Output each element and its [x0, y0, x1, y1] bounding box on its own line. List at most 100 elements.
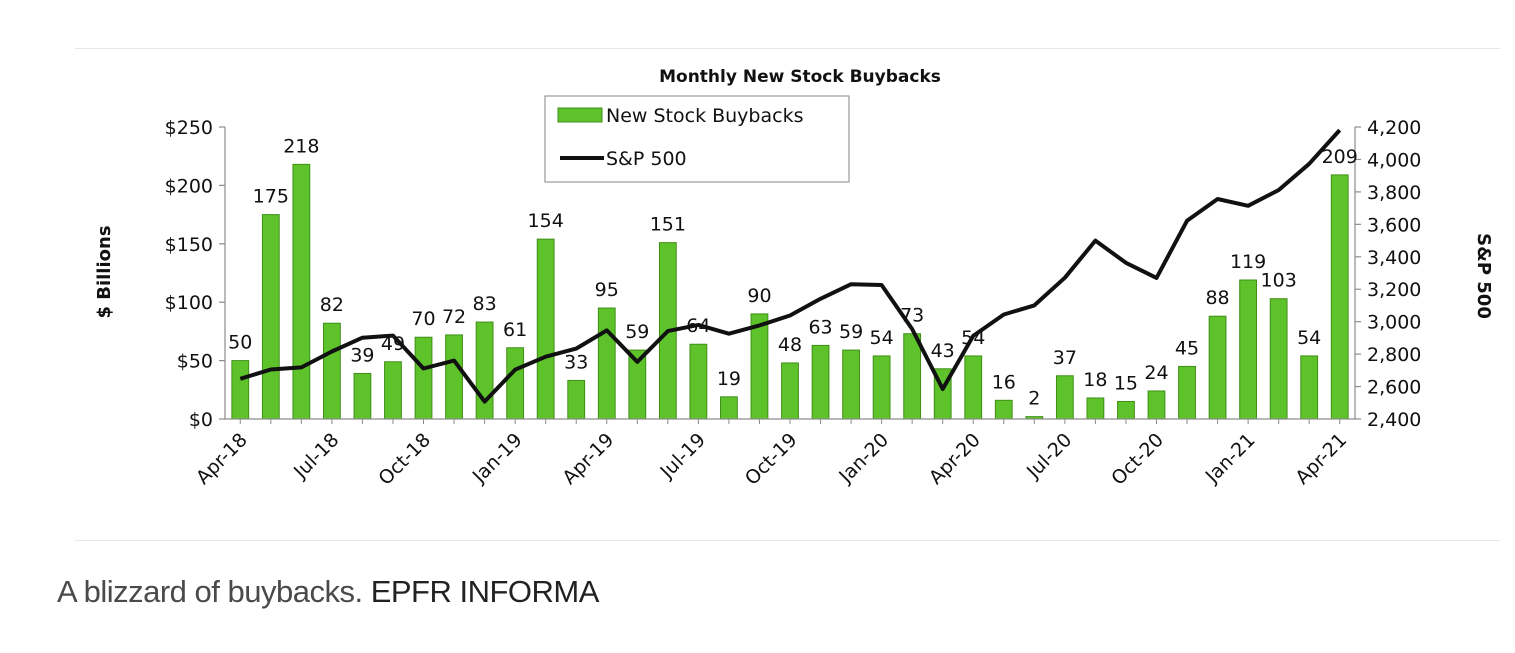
bar — [689, 343, 708, 420]
bar — [414, 336, 433, 420]
right-tick-label: 3,400 — [1367, 247, 1421, 269]
bar-value-label: 59 — [625, 321, 649, 343]
bar-value-label: 15 — [1114, 372, 1138, 394]
bar-value-label: 72 — [442, 306, 466, 328]
right-tick-label: 4,000 — [1367, 149, 1421, 171]
bar-value-label: 90 — [747, 285, 771, 307]
left-tick-label: $0 — [189, 409, 213, 431]
bar — [750, 313, 769, 420]
right-tick-label: 2,800 — [1367, 344, 1421, 366]
legend-label-buybacks: New Stock Buybacks — [606, 105, 803, 127]
bar-value-label: 119 — [1230, 251, 1266, 273]
bar-value-label: 218 — [283, 135, 319, 157]
bar — [1300, 355, 1319, 420]
left-tick-label: $100 — [165, 292, 213, 314]
x-tick-label: Jul-18 — [289, 429, 343, 483]
bar — [261, 214, 280, 420]
right-tick-label: 2,600 — [1367, 377, 1421, 399]
bar — [231, 360, 250, 420]
bar-value-label: 39 — [350, 344, 374, 366]
bar-value-label: 70 — [411, 308, 435, 330]
bar — [567, 379, 586, 420]
bar-value-label: 63 — [808, 316, 832, 338]
bar — [475, 321, 494, 420]
legend-label-sp500: S&P 500 — [606, 148, 687, 170]
bar-value-label: 82 — [320, 294, 344, 316]
right-axis-title: S&P 500 — [1473, 233, 1494, 319]
bar — [1178, 365, 1196, 420]
x-tick-label: Jan-21 — [1201, 429, 1260, 488]
bar — [720, 396, 738, 420]
bar-value-label: 88 — [1205, 287, 1229, 309]
bar-value-label: 103 — [1261, 270, 1297, 292]
bar-value-label: 54 — [870, 327, 894, 349]
top-divider — [75, 48, 1500, 49]
bar-value-label: 43 — [931, 340, 955, 362]
x-tick-label: Jul-20 — [1022, 429, 1076, 483]
caption: A blizzard of buybacks. EPFR INFORMA — [57, 574, 599, 610]
left-y-axis: $0 $50 $100 $150 $200 $250 — [165, 117, 226, 431]
bar — [292, 163, 311, 420]
bar-value-label: 209 — [1322, 146, 1358, 168]
bar-value-label: 16 — [992, 371, 1016, 393]
x-tick-label: Jan-19 — [468, 429, 527, 488]
x-tick-label: Apr-20 — [925, 429, 985, 489]
sp500-line — [239, 128, 1342, 404]
caption-text: A blizzard of buybacks. — [57, 574, 363, 609]
bar — [1117, 400, 1135, 420]
bar-value-label: 61 — [503, 319, 527, 341]
bar-value-label: 151 — [650, 214, 686, 236]
bar-value-label: 95 — [595, 279, 619, 301]
left-axis-title: $ Billions — [94, 225, 115, 318]
bar-value-label: 49 — [381, 333, 405, 355]
bar — [353, 372, 372, 420]
bar — [384, 361, 402, 420]
bar — [1055, 375, 1074, 420]
bar-value-label: 154 — [528, 210, 564, 232]
bar-value-label: 83 — [473, 293, 497, 315]
bar-value-label: 2 — [1028, 388, 1040, 410]
bar-value-label: 24 — [1144, 362, 1168, 384]
bar — [1208, 315, 1227, 420]
bar — [1239, 279, 1258, 420]
legend: New Stock Buybacks S&P 500 — [544, 95, 850, 183]
bar — [903, 333, 922, 420]
bar — [842, 349, 860, 420]
bar-value-label: 45 — [1175, 337, 1199, 359]
bar-value-label: 18 — [1083, 369, 1107, 391]
bar — [781, 362, 799, 420]
chart-title: Monthly New Stock Buybacks — [659, 67, 941, 87]
left-tick-label: $250 — [165, 117, 213, 139]
bar-value-label: 50 — [228, 332, 252, 354]
x-tick-label: Jan-20 — [834, 429, 893, 488]
x-tick-label: Apr-21 — [1291, 429, 1351, 489]
x-tick-label: Apr-19 — [558, 429, 618, 489]
bar — [506, 347, 525, 420]
bar — [445, 334, 463, 420]
bar — [1086, 397, 1105, 420]
x-tick-label: Oct-19 — [741, 429, 802, 490]
buybacks-chart: Monthly New Stock Buybacks New Stock Buy… — [94, 67, 1494, 490]
left-tick-label: $150 — [165, 234, 213, 256]
legend-swatch-buybacks — [557, 107, 603, 123]
bar — [536, 238, 555, 420]
bar — [964, 355, 983, 420]
x-tick-label: Apr-18 — [192, 429, 252, 489]
right-y-axis: 2,400 2,600 2,800 3,000 3,200 3,400 3,600 3,800… — [1354, 117, 1421, 431]
bar-value-label: 48 — [778, 334, 802, 356]
right-tick-label: 3,200 — [1367, 279, 1421, 301]
left-tick-label: $50 — [177, 351, 213, 373]
right-tick-label: 2,400 — [1367, 409, 1421, 431]
right-tick-label: 3,800 — [1367, 182, 1421, 204]
bar-value-label: 37 — [1053, 347, 1077, 369]
bar-value-label: 59 — [839, 321, 863, 343]
bar — [322, 322, 341, 420]
bar — [994, 399, 1013, 420]
bottom-divider — [75, 540, 1500, 541]
right-tick-label: 4,200 — [1367, 117, 1421, 139]
x-tick-label: Jul-19 — [655, 429, 709, 483]
x-axis: Apr-18 Jul-18 Oct-18 Jan-19 Apr-19 Jul-19 Oct-… — [192, 418, 1355, 490]
bar — [597, 307, 616, 420]
right-tick-label: 3,600 — [1367, 214, 1421, 236]
bar-value-label: 33 — [564, 351, 588, 373]
